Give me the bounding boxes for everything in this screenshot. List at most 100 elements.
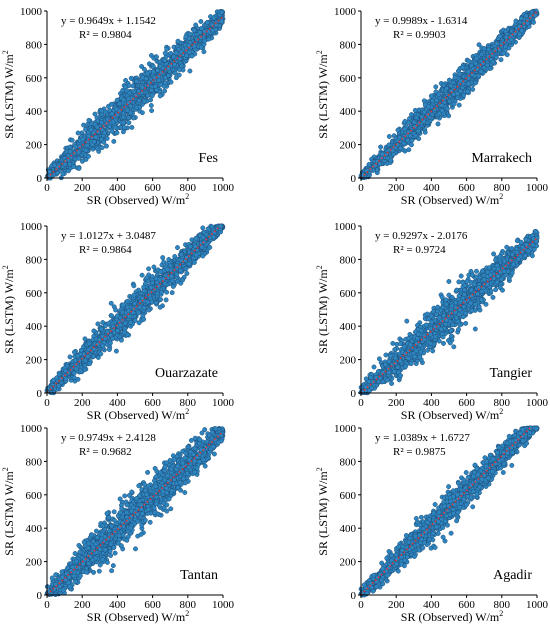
- scatter-point: [131, 88, 137, 94]
- scatter-point: [422, 129, 428, 135]
- scatter-point: [71, 349, 77, 355]
- scatter-point: [151, 264, 157, 270]
- scatter-point: [170, 284, 176, 289]
- scatter-point: [141, 305, 147, 311]
- scatter-point: [118, 337, 124, 343]
- scatter-point: [149, 87, 155, 93]
- scatter-point: [158, 269, 164, 275]
- scatter-point: [99, 108, 105, 114]
- scatter-point: [83, 127, 89, 132]
- scatter-point: [114, 130, 120, 136]
- scatter-point: [184, 270, 190, 276]
- r-squared: R² = 0.9903: [393, 29, 446, 41]
- scatter-point: [447, 98, 453, 104]
- y-tick-label: 0: [37, 173, 43, 185]
- scatter-point: [436, 111, 442, 117]
- scatter-point: [141, 284, 147, 290]
- scatter-point: [479, 51, 485, 57]
- scatter-point: [175, 38, 181, 44]
- scatter-point: [413, 115, 419, 120]
- y-tick-label: 600: [26, 73, 43, 85]
- scatter-point: [107, 340, 113, 346]
- scatter-point: [113, 348, 119, 354]
- x-tick-label: 1000: [526, 182, 549, 194]
- scatter-point: [99, 326, 104, 332]
- scatter-point: [458, 88, 464, 94]
- y-tick-label: 200: [26, 355, 43, 367]
- scatter-point: [168, 79, 174, 85]
- scatter-point: [150, 64, 156, 69]
- scatter-point: [91, 328, 97, 334]
- scatter-point: [56, 383, 62, 389]
- scatter-point: [395, 127, 401, 133]
- scatter-point: [126, 120, 132, 126]
- scatter-point: [218, 223, 224, 229]
- scatter-point: [494, 41, 500, 47]
- scatter-point: [179, 252, 184, 257]
- scatter-point: [73, 366, 79, 372]
- scatter-point: [101, 139, 107, 145]
- y-tick-label: 1000: [334, 6, 357, 18]
- scatter-point: [149, 299, 155, 305]
- scatter-point: [490, 59, 496, 65]
- scatter-point: [460, 64, 466, 70]
- scatter-point: [104, 143, 109, 149]
- scatter-point: [108, 101, 114, 107]
- scatter-point: [184, 52, 189, 58]
- scatter-point: [145, 299, 151, 305]
- scatter-point: [419, 114, 425, 120]
- scatter-point: [162, 80, 168, 86]
- scatter-point: [143, 76, 149, 82]
- scatter-point: [84, 143, 90, 148]
- y-tick-label: 400: [26, 106, 43, 118]
- scatter-point: [149, 280, 155, 286]
- scatter-point: [149, 274, 155, 280]
- regression-equation: y = 1.0127x + 3.0487: [61, 230, 156, 242]
- y-tick-label: 200: [340, 140, 357, 152]
- scatter-point: [62, 161, 68, 167]
- scatter-point: [519, 28, 525, 34]
- scatter-point: [386, 142, 392, 148]
- scatter-point: [104, 135, 110, 141]
- scatter-point: [157, 304, 163, 310]
- scatter-point: [183, 266, 189, 272]
- scatter-point: [162, 88, 168, 94]
- scatter-point: [47, 169, 53, 175]
- scatter-point: [120, 120, 126, 126]
- scatter-point: [156, 277, 162, 283]
- scatter-point: [209, 22, 215, 28]
- scatter-point: [466, 69, 471, 75]
- scatter-point: [110, 336, 116, 341]
- scatter-point: [67, 149, 73, 154]
- scatter-point: [94, 124, 100, 130]
- scatter-point: [164, 46, 170, 52]
- y-tick-label: 200: [26, 140, 43, 152]
- city-label: Fes: [199, 151, 218, 166]
- scatter-point: [71, 164, 77, 170]
- scatter-point: [435, 121, 441, 127]
- y-tick-label: 1000: [20, 6, 43, 18]
- scatter-point: [186, 261, 192, 267]
- scatter-point: [379, 151, 385, 157]
- scatter-point: [193, 235, 199, 241]
- scatter-point: [76, 165, 82, 171]
- scatter-point: [91, 353, 97, 359]
- scatter-point: [80, 136, 86, 142]
- y-tick-label: 1000: [20, 221, 43, 233]
- scatter-point: [454, 287, 460, 293]
- scatter-point: [154, 54, 159, 60]
- x-tick-label: 0: [358, 182, 364, 194]
- scatter-point: [169, 278, 175, 284]
- scatter-point: [146, 307, 152, 313]
- scatter-point: [402, 126, 408, 132]
- scatter-point: [452, 75, 458, 81]
- scatter-point: [176, 72, 182, 78]
- scatter-point: [142, 98, 147, 104]
- scatter-point: [67, 354, 73, 360]
- scatter-point: [458, 273, 464, 279]
- r-squared: R² = 0.9804: [79, 29, 132, 41]
- y-tick-label: 400: [26, 321, 43, 333]
- y-tick-label: 800: [26, 39, 43, 51]
